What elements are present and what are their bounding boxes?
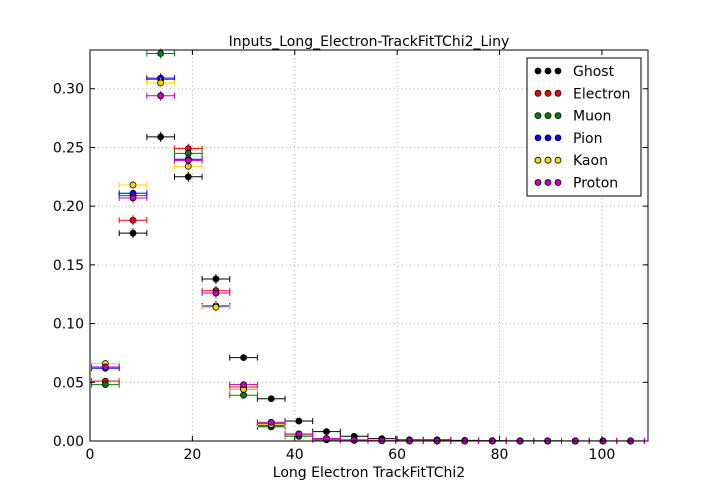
data-point <box>240 381 247 389</box>
legend-marker <box>534 179 542 186</box>
data-point <box>184 173 192 181</box>
x-tick-label: 100 <box>589 447 616 463</box>
data-point <box>350 436 358 444</box>
legend-label: Electron <box>573 86 630 102</box>
legend-marker <box>544 89 552 97</box>
data-point <box>129 194 137 202</box>
x-tick-label: 60 <box>388 447 406 463</box>
data-point <box>295 417 303 425</box>
data-point <box>129 181 137 189</box>
axis-ticks: 0 20 40 60 80 100 0.00 0.05 0.10 0.15 0.20 0.25 0.30 <box>53 50 648 463</box>
legend-label: Ghost <box>573 64 615 80</box>
legend: Ghost Electron Muon Pion Kaon Proton <box>526 57 642 197</box>
data-point <box>240 354 247 362</box>
x-tick-label: 0 <box>86 447 95 463</box>
data-point <box>212 303 220 311</box>
legend-marker <box>544 67 552 75</box>
legend-marker <box>544 134 552 142</box>
x-tick-label: 80 <box>491 447 509 463</box>
chart-title: Inputs_Long_Electron-TrackFitTChi2_Liny <box>229 34 510 50</box>
legend-label: Kaon <box>573 153 608 169</box>
legend-marker <box>534 67 542 75</box>
legend-marker <box>544 179 552 186</box>
x-tick-label: 40 <box>286 447 304 463</box>
data-point <box>157 92 165 100</box>
legend-marker <box>554 67 562 75</box>
legend-marker <box>554 89 562 97</box>
data-point <box>240 391 247 399</box>
y-tick-label: 0.05 <box>53 375 84 391</box>
data-point <box>157 133 165 141</box>
data-point <box>157 79 165 87</box>
data-point <box>323 435 330 443</box>
legend-marker <box>554 179 562 186</box>
data-point <box>101 381 109 389</box>
legend-marker <box>554 156 562 164</box>
legend-marker <box>534 89 542 97</box>
data-point <box>267 395 275 403</box>
legend-marker <box>554 134 562 142</box>
legend-marker <box>534 134 542 142</box>
data-point <box>129 229 137 237</box>
legend-marker <box>544 112 552 119</box>
legend-marker <box>534 156 542 164</box>
data-point <box>157 50 165 57</box>
data-point <box>267 418 275 426</box>
y-tick-label: 0.20 <box>53 199 84 215</box>
y-tick-label: 0.00 <box>53 434 84 450</box>
data-point <box>184 156 192 164</box>
y-tick-label: 0.30 <box>53 82 84 98</box>
legend-label: Proton <box>573 176 618 192</box>
y-tick-label: 0.15 <box>53 258 84 274</box>
data-point <box>212 275 220 283</box>
data-point <box>212 289 220 297</box>
plot-frame <box>89 49 649 442</box>
legend-marker <box>554 112 562 119</box>
legend-box <box>526 57 642 197</box>
data-point <box>323 428 330 436</box>
x-tick-label: 20 <box>183 447 201 463</box>
legend-label: Muon <box>573 109 611 125</box>
data-point <box>101 363 109 371</box>
y-tick-label: 0.10 <box>53 317 84 333</box>
data-point <box>295 430 303 438</box>
legend-label: Pion <box>573 131 602 147</box>
legend-marker <box>544 156 552 164</box>
legend-marker <box>534 112 542 119</box>
y-tick-label: 0.25 <box>53 140 84 156</box>
data-point <box>129 216 137 224</box>
x-axis-label: Long Electron TrackFitTChi2 <box>273 465 465 481</box>
